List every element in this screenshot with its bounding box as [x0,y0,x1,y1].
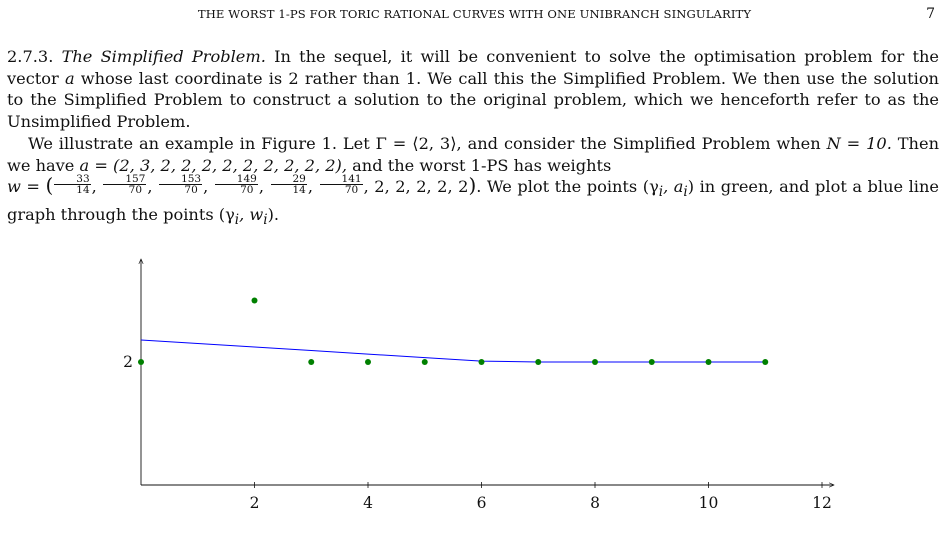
paragraph-text: We illustrate an example in Figure 1. Le… [28,134,827,153]
denominator: 70 [240,184,254,197]
data-point [705,359,712,365]
numerator: 149 [214,174,258,186]
fraction: 157 70 [103,174,147,197]
data-point [648,359,655,365]
x-tick-label: 4 [363,494,373,512]
denominator: 14 [76,184,90,197]
paragraph-text: ) in green, and plot a blue line graph t… [7,177,939,225]
weight-fractions: 33 14, 157 70, 153 70, 149 70, 29 14, 141 70 [53,174,363,197]
denominator: 70 [344,184,359,197]
figure-chart: 2 4 6 8 10 12 2 [123,250,949,512]
section-paragraph: 2.7.3. The Simplified Problem. In the se… [7,46,939,132]
x-tick-label: 10 [699,494,719,512]
comma: , [91,177,103,197]
data-point [592,359,598,365]
math-expression: , a [663,177,684,197]
numerator: 33 [54,174,91,186]
fraction: 149 70 [214,174,258,197]
y-tick-label: 2 [123,353,133,371]
section-number: 2.7.3. [7,47,54,66]
math-expression: , w [239,205,264,225]
data-point [138,359,144,365]
paragraph-text: whose last coordinate is 2 rather than 1… [7,68,939,131]
comma: , [147,177,159,197]
data-point [478,359,485,365]
math-expression: , 2, 2, 2, 2, 2 [363,177,469,197]
paragraph-text: and the worst 1-PS has weights [347,155,612,175]
series-line [140,339,766,363]
comma: , [203,177,214,197]
comma: , [307,177,319,197]
fraction: 33 14 [54,174,91,197]
data-point [535,359,542,365]
fraction: 29 14 [270,174,307,197]
x-tick-label: 12 [812,494,832,512]
math-expression: N = 10. [826,134,892,153]
math-expression: w = [7,177,46,197]
data-point [365,359,371,365]
left-paren: ( [45,173,54,198]
numerator: 153 [159,174,203,186]
paragraph-text: Then we have [7,134,939,175]
section-title: The Simplified Problem. [61,47,266,66]
fraction: 153 70 [159,174,203,197]
numerator: 29 [270,174,307,186]
numerator: 141 [319,174,363,186]
data-point [251,297,258,304]
page-header: THE WORST 1-PS FOR TORIC RATIONAL CURVES… [0,6,949,27]
denominator: 70 [128,184,143,197]
paragraph-text: In the sequel, it will be convenient to … [7,47,939,88]
example-paragraph: We illustrate an example in Figure 1. Le… [7,133,939,232]
subscript: i [263,212,268,229]
denominator: 14 [292,184,306,197]
numerator: 157 [103,174,147,186]
subscript: i [658,184,664,201]
subscript: i [234,212,240,229]
page-number: 7 [926,6,935,22]
fraction: 141 70 [319,174,363,197]
x-tick-label: 6 [477,494,487,512]
data-point [308,359,315,365]
x-tick-label: 2 [250,494,260,512]
paragraph-text: . We plot the points (γ [476,177,659,197]
right-paren: ) [468,173,477,198]
math-expression: a = (2, 3, 2, 2, 2, 2, 2, 2, 2, 2, 2), [79,155,348,175]
comma: , [258,177,270,197]
x-tick-label: 8 [590,494,600,512]
data-point [762,359,769,365]
math-var: a [64,68,75,88]
data-point [421,359,428,365]
subscript: i [683,184,688,201]
paragraph-text: ). [267,205,280,225]
running-title: THE WORST 1-PS FOR TORIC RATIONAL CURVES… [197,7,752,21]
denominator: 70 [184,184,198,197]
